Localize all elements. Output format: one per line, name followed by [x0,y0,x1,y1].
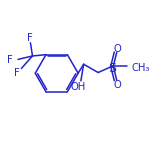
Text: S: S [108,62,116,75]
Text: O: O [114,44,121,54]
Text: CH₃: CH₃ [131,63,150,73]
Text: O: O [114,80,121,90]
Text: F: F [27,33,33,43]
Text: F: F [14,67,19,78]
Text: OH: OH [71,82,86,92]
Text: F: F [7,55,13,65]
